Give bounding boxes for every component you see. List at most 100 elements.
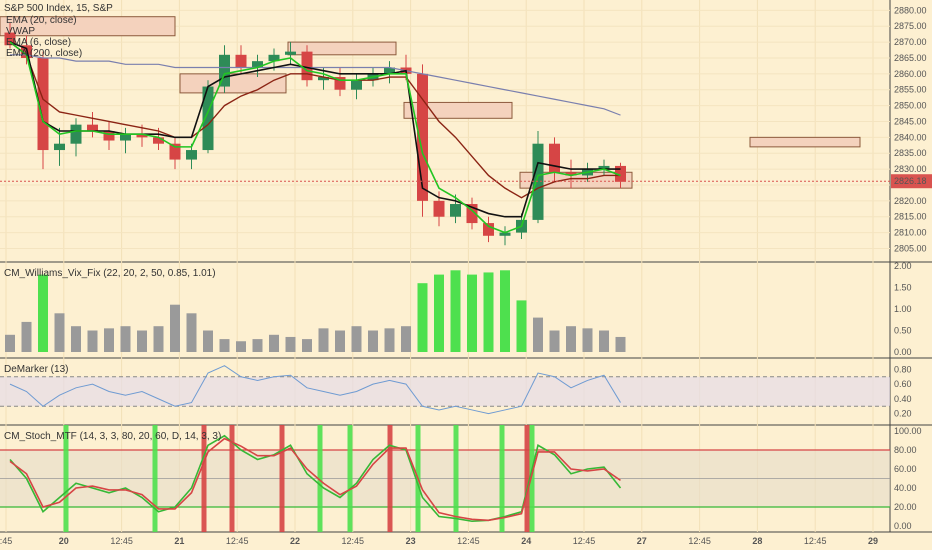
vix-bar xyxy=(186,313,197,352)
candle-body xyxy=(54,143,65,151)
stoch-tick-label: 100.00 xyxy=(894,426,922,436)
vix-bar xyxy=(87,330,98,352)
time-tick-label: 29 xyxy=(868,536,878,546)
demarker-tick-label: 0.80 xyxy=(894,364,912,374)
price-tick-label: 2810.00 xyxy=(894,228,927,238)
vix-bar xyxy=(219,339,230,352)
time-tick-label: 20 xyxy=(59,536,69,546)
candle-body xyxy=(334,77,346,90)
stoch-signal-down-bar xyxy=(201,425,207,532)
price-tick-label: 2845.00 xyxy=(894,116,927,126)
time-tick-label: 12:45 xyxy=(457,536,480,546)
zone-rectangle xyxy=(0,16,176,37)
vix-bar xyxy=(599,330,609,352)
vix-bar xyxy=(104,328,114,352)
zone-rectangle xyxy=(403,101,513,119)
price-tick-label: 2875.00 xyxy=(894,21,927,31)
stoch-signal-down-bar xyxy=(229,425,235,532)
candle-body xyxy=(120,134,131,141)
price-tick-label: 2860.00 xyxy=(894,69,927,79)
legend-entry: EMA (200, close) xyxy=(6,48,82,59)
candle-body xyxy=(301,51,313,81)
candle-body xyxy=(483,223,494,236)
candle-body xyxy=(268,54,280,62)
stoch-signal-down-bar xyxy=(279,425,285,532)
candle-body xyxy=(202,86,214,151)
vix-bar xyxy=(21,321,32,352)
time-tick-label: :45 xyxy=(0,536,12,546)
vix-bar xyxy=(71,326,81,352)
demarker-tick-label: 0.20 xyxy=(894,409,912,419)
demarker-title: DeMarker (13) xyxy=(4,364,68,375)
ema-20-line xyxy=(9,41,621,199)
candle-body xyxy=(37,57,49,151)
vix-bar xyxy=(137,330,147,352)
time-tick-label: 12:45 xyxy=(573,536,596,546)
vix-tick-label: 0.50 xyxy=(894,326,912,336)
price-tick-label: 2880.00 xyxy=(894,5,927,15)
vix-bar xyxy=(467,274,477,352)
demarker-tick-label: 0.40 xyxy=(894,394,912,404)
candle-body xyxy=(70,124,82,144)
vwap-line xyxy=(9,41,621,218)
zone-rectangle xyxy=(287,41,397,56)
vix-bar xyxy=(252,339,263,352)
vix-tick-label: 2.00 xyxy=(894,261,912,271)
stoch-tick-label: 60.00 xyxy=(894,464,917,474)
vix-bar xyxy=(54,313,65,352)
time-tick-label: 27 xyxy=(637,536,647,546)
time-tick-label: 12:45 xyxy=(688,536,711,546)
vix-bar xyxy=(582,328,593,352)
time-tick-label: 12:45 xyxy=(804,536,827,546)
time-tick-label: 21 xyxy=(174,536,184,546)
candle-body xyxy=(252,61,263,68)
candle-body xyxy=(466,204,478,224)
candle-body xyxy=(615,165,626,182)
price-tick-label: 2840.00 xyxy=(894,132,927,142)
vix-bar xyxy=(170,304,180,352)
vix-bar xyxy=(549,330,560,352)
vix-bar xyxy=(302,339,312,352)
time-tick-label: 12:45 xyxy=(110,536,133,546)
demarker-band xyxy=(0,376,890,407)
price-tick-label: 2870.00 xyxy=(894,37,927,47)
vix-bar xyxy=(500,270,510,352)
vix-bar xyxy=(203,330,213,352)
candle-body xyxy=(450,204,461,217)
vix-bar xyxy=(285,336,296,352)
time-tick-label: 12:45 xyxy=(226,536,249,546)
price-tick-label: 2835.00 xyxy=(894,148,927,158)
candle-body xyxy=(417,73,428,201)
candle-body xyxy=(433,200,445,217)
candle-body xyxy=(598,165,610,170)
candle-body xyxy=(532,143,544,220)
time-tick-label: 12:45 xyxy=(342,536,365,546)
vix-bar xyxy=(384,328,395,352)
price-tick-label: 2820.00 xyxy=(894,196,927,206)
zone-rectangle xyxy=(179,73,287,94)
price-tick-label: 2850.00 xyxy=(894,101,927,111)
candle-body xyxy=(103,131,115,141)
stoch-k-line xyxy=(9,434,622,523)
vix-bar xyxy=(450,270,461,352)
zone-rectangle xyxy=(749,136,861,148)
vix-bar xyxy=(566,326,576,352)
candle-body xyxy=(549,143,560,173)
vix-bar xyxy=(533,317,543,352)
stoch-signal-up-bar xyxy=(453,425,459,532)
vix-bar xyxy=(615,336,626,352)
candle-body xyxy=(153,137,164,144)
stoch-signal-up-bar xyxy=(499,425,505,532)
stoch-signal-up-bar xyxy=(317,425,323,532)
price-tick-label: 2805.00 xyxy=(894,243,927,253)
vix-bar xyxy=(5,334,15,352)
vix-bar xyxy=(269,334,279,352)
price-tick-label: 2855.00 xyxy=(894,85,927,95)
time-tick-label: 23 xyxy=(406,536,416,546)
candle-body xyxy=(219,54,230,87)
candle-body xyxy=(4,32,16,46)
candle-body xyxy=(285,51,296,55)
vix-bar xyxy=(236,341,246,352)
